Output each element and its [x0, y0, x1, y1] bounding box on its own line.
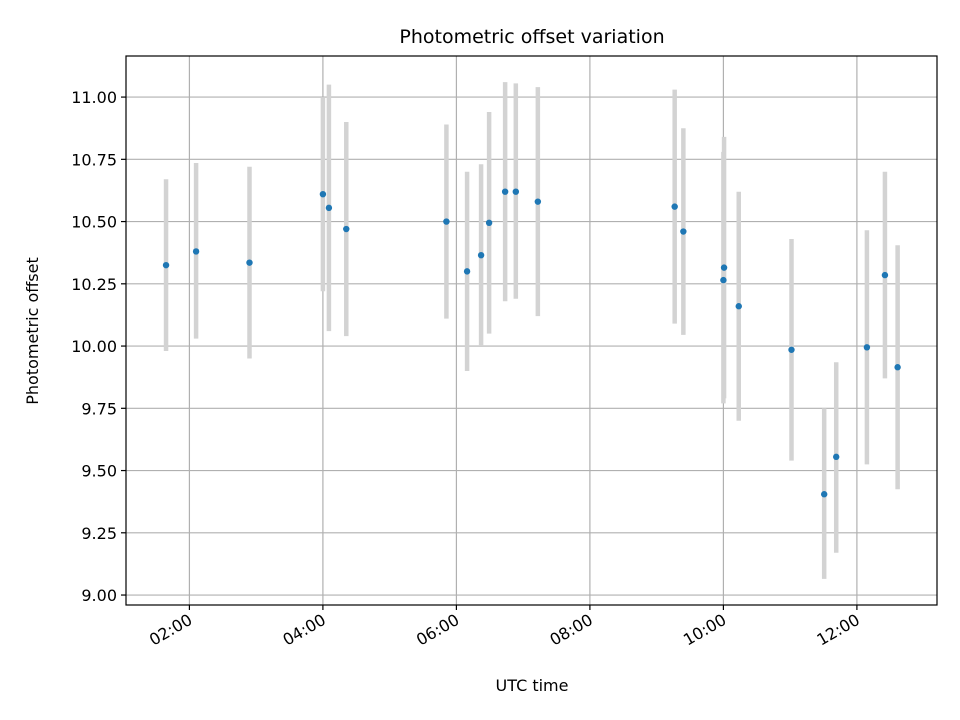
y-tick-label: 9.00	[81, 586, 117, 605]
y-tick-label: 10.25	[71, 275, 117, 294]
data-point	[863, 344, 871, 351]
data-point	[680, 228, 687, 235]
data-point	[820, 491, 828, 498]
data-point	[881, 271, 889, 279]
y-tick-label: 10.75	[71, 150, 117, 169]
data-point	[720, 276, 727, 284]
data-point	[788, 346, 795, 353]
y-tick-label: 11.00	[71, 88, 117, 107]
data-point	[246, 259, 253, 266]
plot-frame	[125, 55, 938, 606]
data-point	[162, 261, 170, 269]
data-point	[720, 264, 728, 271]
data-point	[343, 225, 350, 233]
data-point	[735, 303, 742, 310]
y-tick-label: 10.50	[71, 213, 117, 232]
chart-title: Photometric offset variation	[399, 26, 664, 48]
data-point	[477, 251, 485, 259]
x-axis-title: UTC time	[496, 676, 569, 695]
data-point	[485, 219, 493, 227]
plot-area	[126, 56, 937, 605]
data-point	[512, 188, 520, 195]
data-point	[443, 218, 450, 225]
data-point	[894, 364, 901, 371]
y-axis-ticks: 9.00 9.25 9.50 9.75 10.00 10.25 10.50 10.75 11.0…	[71, 88, 126, 605]
data-point	[671, 203, 678, 210]
data-point	[501, 188, 509, 195]
data-point	[833, 453, 840, 461]
y-tick-label: 9.75	[81, 399, 117, 418]
y-axis-title: Photometric offset	[23, 257, 42, 405]
data-point	[319, 190, 327, 198]
y-tick-label: 9.25	[81, 524, 117, 543]
y-tick-label: 9.50	[81, 462, 117, 481]
data-point	[325, 204, 333, 212]
data-points	[162, 188, 901, 498]
data-point	[534, 198, 542, 205]
y-tick-label: 10.00	[71, 337, 117, 356]
data-point	[192, 248, 200, 255]
data-point	[463, 268, 471, 275]
